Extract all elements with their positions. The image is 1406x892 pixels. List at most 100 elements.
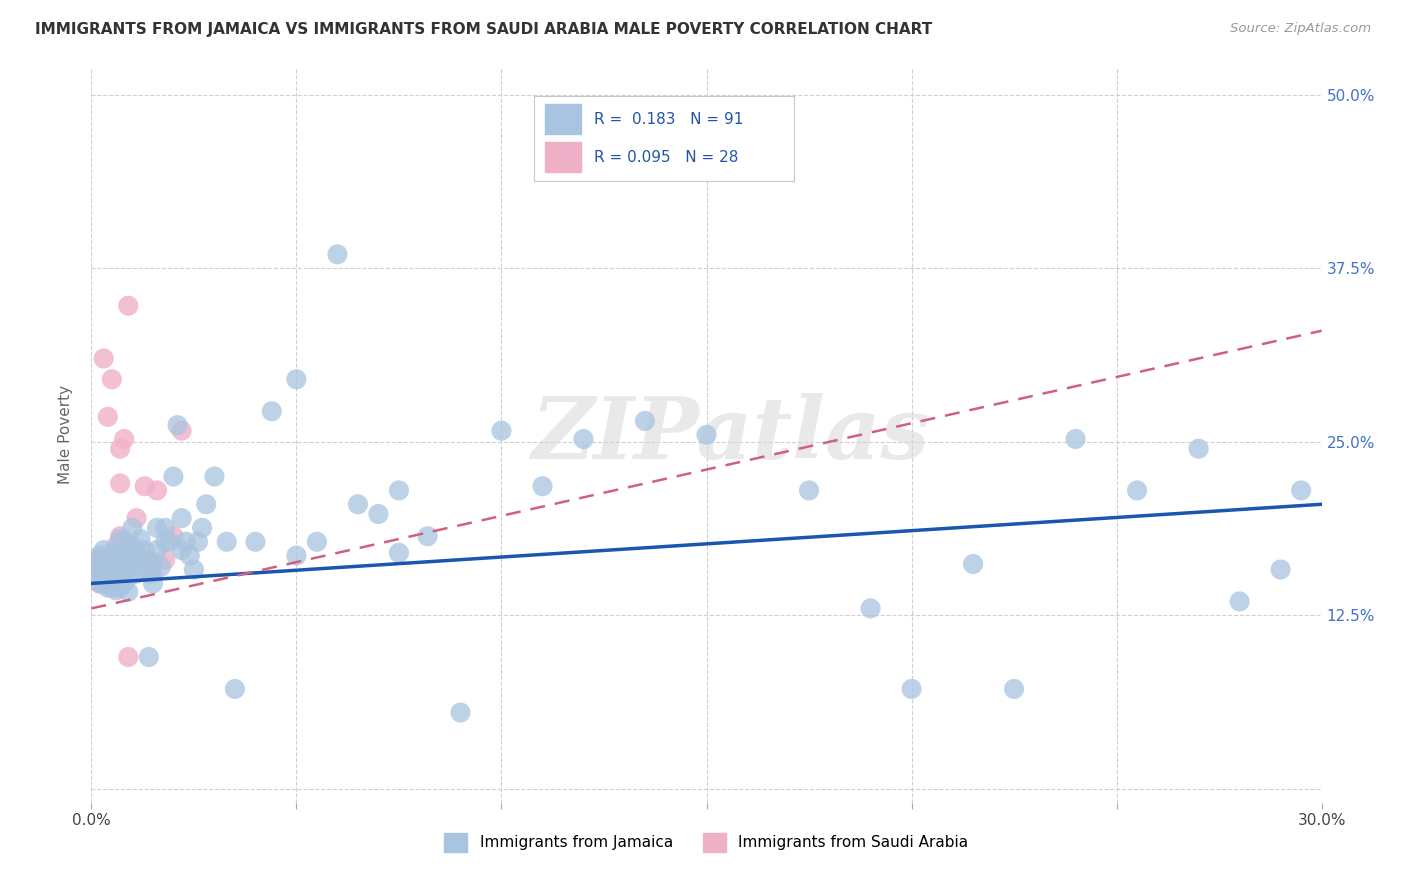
Point xyxy=(89,576,111,591)
Point xyxy=(117,299,139,313)
Point xyxy=(117,557,139,571)
Point xyxy=(142,557,165,571)
Y-axis label: Male Poverty: Male Poverty xyxy=(58,385,73,484)
Point xyxy=(900,681,922,696)
Point xyxy=(153,553,177,567)
Point xyxy=(108,476,131,491)
Point xyxy=(285,549,308,563)
Point xyxy=(134,559,156,574)
Point xyxy=(367,507,389,521)
Point xyxy=(105,566,127,581)
Point xyxy=(962,557,984,571)
Point xyxy=(101,559,124,574)
Point xyxy=(416,529,439,543)
Point xyxy=(737,99,759,113)
Point xyxy=(153,534,177,549)
Point xyxy=(195,497,218,511)
Point xyxy=(108,566,131,581)
Point xyxy=(142,576,165,591)
Point xyxy=(187,534,209,549)
Point xyxy=(129,553,152,567)
Point xyxy=(305,534,328,549)
Point xyxy=(129,553,152,567)
Point xyxy=(93,351,115,366)
Point xyxy=(105,574,127,588)
Point xyxy=(101,546,124,560)
Point xyxy=(179,549,201,563)
Point xyxy=(93,576,115,591)
Point xyxy=(101,566,124,581)
Point xyxy=(112,534,135,549)
Point xyxy=(108,581,131,595)
Point xyxy=(129,532,152,546)
Point xyxy=(634,414,657,428)
Point xyxy=(1064,432,1087,446)
Point xyxy=(117,584,139,599)
Point xyxy=(388,546,411,560)
Point xyxy=(183,562,205,576)
Point xyxy=(117,539,139,553)
Point xyxy=(105,549,127,563)
Bar xyxy=(544,142,581,172)
Point xyxy=(101,559,124,574)
Point xyxy=(97,562,120,576)
Point xyxy=(146,483,169,498)
Point xyxy=(572,432,595,446)
Point xyxy=(191,521,214,535)
Point xyxy=(97,409,120,424)
Point xyxy=(89,562,111,576)
Point xyxy=(112,576,135,591)
Point xyxy=(1270,562,1292,576)
Point xyxy=(1126,483,1149,498)
Point xyxy=(1002,681,1025,696)
Text: IMMIGRANTS FROM JAMAICA VS IMMIGRANTS FROM SAUDI ARABIA MALE POVERTY CORRELATION: IMMIGRANTS FROM JAMAICA VS IMMIGRANTS FR… xyxy=(35,22,932,37)
Point xyxy=(125,511,148,525)
Point xyxy=(170,543,193,558)
Point xyxy=(117,650,139,665)
Point xyxy=(101,574,124,588)
Point xyxy=(326,247,349,261)
Point xyxy=(170,424,193,438)
Point xyxy=(97,557,120,571)
Point xyxy=(125,546,148,560)
Point xyxy=(174,534,197,549)
Point xyxy=(491,424,513,438)
Point xyxy=(138,650,160,665)
Point xyxy=(245,534,267,549)
Point xyxy=(121,559,143,574)
Point xyxy=(215,534,238,549)
Point xyxy=(97,557,120,571)
Point xyxy=(121,539,143,553)
Point xyxy=(97,576,120,591)
Point xyxy=(97,553,120,567)
Point xyxy=(89,576,111,591)
Point xyxy=(97,581,120,595)
Point xyxy=(797,483,820,498)
Point xyxy=(117,569,139,583)
Point xyxy=(105,539,127,553)
Point xyxy=(93,543,115,558)
Point xyxy=(112,557,135,571)
Point xyxy=(84,557,107,571)
Point xyxy=(260,404,283,418)
Point xyxy=(531,479,554,493)
Point xyxy=(170,511,193,525)
Point xyxy=(93,576,115,591)
Point xyxy=(224,681,246,696)
Point xyxy=(138,553,160,567)
Text: R =  0.183   N = 91: R = 0.183 N = 91 xyxy=(595,112,744,127)
Point xyxy=(153,521,177,535)
Point xyxy=(134,479,156,493)
Point xyxy=(146,543,169,558)
Point xyxy=(166,418,188,433)
Point xyxy=(108,529,131,543)
Point xyxy=(121,543,143,558)
Point xyxy=(202,469,225,483)
Point xyxy=(108,532,131,546)
Text: R = 0.095   N = 28: R = 0.095 N = 28 xyxy=(595,150,738,165)
Point xyxy=(285,372,308,386)
Point xyxy=(449,706,471,720)
Point xyxy=(1187,442,1209,456)
Point xyxy=(162,529,184,543)
Point xyxy=(84,553,107,567)
